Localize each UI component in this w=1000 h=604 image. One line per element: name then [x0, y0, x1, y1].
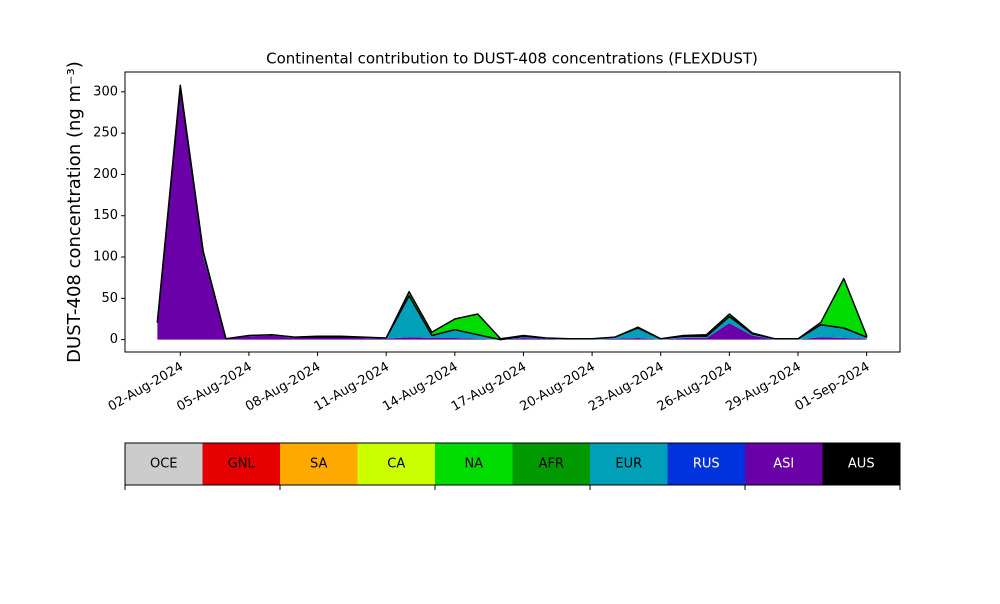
- colorbar-label: GNL: [228, 457, 256, 472]
- y-tick-label: 0: [110, 332, 118, 347]
- y-axis-label: DUST-408 concentration (ng m⁻³): [64, 61, 85, 363]
- colorbar-cell: [125, 443, 203, 485]
- colorbar-cell: [202, 443, 280, 485]
- y-tick-label: 250: [93, 126, 118, 141]
- colorbar-frame: [124, 442, 901, 486]
- chart-title: Continental contribution to DUST-408 con…: [266, 50, 758, 68]
- colorbar-label: CA: [387, 457, 405, 472]
- colorbar-cell: [280, 443, 358, 485]
- colorbar-label: RUS: [693, 457, 720, 472]
- colorbar-cell: [357, 443, 435, 485]
- colorbar-label: SA: [310, 457, 327, 472]
- y-tick-label: 200: [93, 167, 118, 182]
- y-tick-label: 300: [93, 84, 118, 99]
- colorbar-cell: [435, 443, 513, 485]
- colorbar-cell: [512, 443, 590, 485]
- colorbar-cell: [745, 443, 823, 485]
- y-tick-label: 50: [101, 291, 118, 306]
- colorbar-label: EUR: [615, 457, 642, 472]
- colorbar-cell: [590, 443, 668, 485]
- plot-frame: [124, 71, 901, 353]
- area: [156, 84, 868, 341]
- y-tick-label: 100: [93, 250, 118, 265]
- colorbar-label: ASI: [773, 457, 794, 472]
- colorbar-label: NA: [464, 457, 483, 472]
- colorbar-label: AUS: [848, 457, 875, 472]
- colorbar-label: AFR: [539, 457, 564, 472]
- colorbar-label: OCE: [150, 457, 178, 472]
- colorbar-cell: [822, 443, 900, 485]
- y-tick-label: 150: [93, 208, 118, 223]
- colorbar-cell: [667, 443, 745, 485]
